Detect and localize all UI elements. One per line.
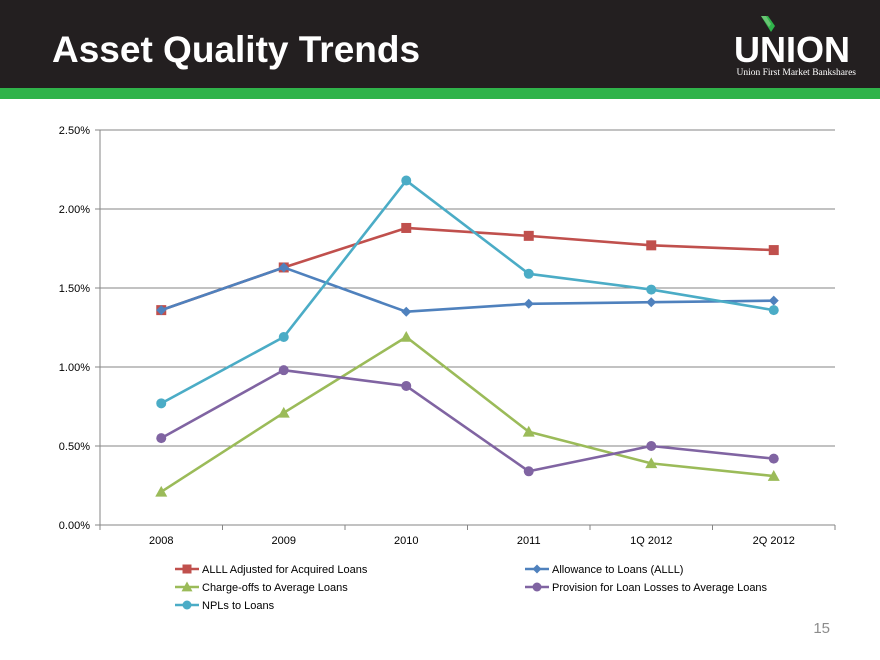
x-tick-label: 1Q 2012 — [630, 535, 672, 547]
legend-marker — [532, 582, 542, 592]
data-point — [156, 398, 167, 409]
data-point — [401, 306, 412, 317]
legend-label: Charge-offs to Average Loans — [202, 582, 348, 594]
legend-label: Allowance to Loans (ALLL) — [552, 564, 683, 576]
logo-subtitle: Union First Market Bankshares — [736, 68, 856, 78]
header-bar: Asset Quality Trends UNION Union First M… — [0, 0, 880, 88]
data-point — [767, 470, 780, 481]
series-line — [160, 179, 774, 405]
series-line — [160, 226, 774, 312]
y-tick-label: 2.50% — [59, 125, 90, 137]
union-logo: UNION Union First Market Bankshares — [730, 14, 860, 80]
data-point — [646, 297, 657, 308]
data-point — [278, 262, 289, 273]
x-tick-label: 2009 — [272, 535, 296, 547]
x-tick-label: 2010 — [394, 535, 418, 547]
data-point — [401, 222, 412, 233]
page-number: 15 — [813, 620, 830, 637]
leaf-icon — [761, 16, 775, 32]
data-point — [278, 365, 289, 376]
legend-marker — [182, 600, 192, 610]
y-tick-label: 1.50% — [59, 283, 90, 295]
data-point — [645, 457, 658, 469]
legend-marker — [182, 564, 192, 574]
data-point — [400, 330, 413, 342]
y-tick-label: 1.00% — [59, 362, 90, 374]
data-point — [401, 175, 412, 186]
series-line — [160, 368, 774, 473]
data-point — [156, 433, 167, 444]
logo-wordmark: UNION — [734, 29, 850, 70]
y-tick-label: 2.00% — [59, 204, 90, 216]
data-point — [768, 305, 779, 316]
data-point — [155, 485, 168, 497]
page-title: Asset Quality Trends — [52, 29, 421, 70]
legend-label: ALLL Adjusted for Acquired Loans — [202, 564, 368, 576]
x-tick-label: 2Q 2012 — [753, 535, 795, 547]
accent-bar — [0, 88, 880, 99]
asset-quality-line-chart: 0.00% 0.50% 1.00% 1.50% 2.00% 2.50% 2008 2009 20… — [59, 125, 836, 612]
legend-label: NPLs to Loans — [202, 600, 275, 612]
legend-marker — [532, 564, 542, 574]
data-point — [523, 268, 534, 279]
data-point — [401, 380, 412, 391]
data-point — [768, 245, 779, 256]
series-line — [160, 335, 774, 493]
y-tick-label: 0.50% — [59, 441, 90, 453]
data-point — [523, 466, 534, 477]
data-point — [768, 453, 779, 464]
x-tick-label: 2011 — [517, 535, 541, 547]
data-point — [646, 240, 657, 251]
data-point — [278, 331, 289, 342]
data-point — [768, 295, 779, 306]
legend-label: Provision for Loan Losses to Average Loa… — [552, 582, 768, 594]
x-tick-label: 2008 — [149, 535, 173, 547]
data-point — [523, 298, 534, 309]
data-point — [523, 230, 534, 241]
data-point — [277, 406, 290, 418]
y-tick-label: 0.00% — [59, 520, 90, 532]
data-point — [156, 305, 167, 316]
legend-marker — [181, 581, 193, 592]
series-line — [160, 266, 774, 313]
data-point — [522, 425, 535, 437]
data-point — [646, 441, 657, 451]
data-point — [646, 284, 657, 295]
